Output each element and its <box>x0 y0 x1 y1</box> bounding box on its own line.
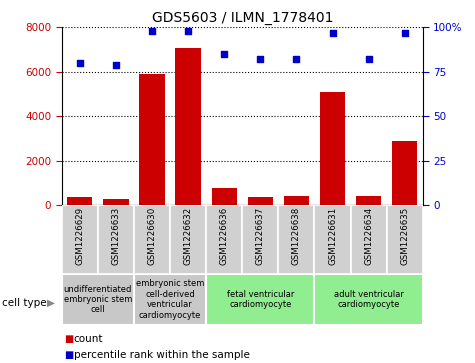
Bar <box>242 205 278 274</box>
Point <box>184 28 192 34</box>
Text: count: count <box>74 334 103 344</box>
Bar <box>98 205 134 274</box>
Point <box>148 28 156 34</box>
Text: GSM1226634: GSM1226634 <box>364 207 373 265</box>
Bar <box>314 205 351 274</box>
Text: GSM1226638: GSM1226638 <box>292 207 301 265</box>
Text: GSM1226629: GSM1226629 <box>76 207 84 265</box>
Text: GSM1226630: GSM1226630 <box>148 207 156 265</box>
Text: ■: ■ <box>64 350 73 360</box>
Bar <box>175 48 201 205</box>
Point <box>220 51 228 57</box>
Point <box>329 30 336 36</box>
Text: GSM1226632: GSM1226632 <box>184 207 192 265</box>
Bar <box>170 205 206 274</box>
Bar <box>103 199 129 205</box>
Text: ▶: ▶ <box>47 298 55 308</box>
Bar <box>206 205 242 274</box>
Bar <box>211 188 237 205</box>
Bar <box>320 92 345 205</box>
Text: GSM1226636: GSM1226636 <box>220 207 228 265</box>
Bar <box>356 196 381 205</box>
Text: GSM1226637: GSM1226637 <box>256 207 265 265</box>
Bar <box>67 197 93 205</box>
Point <box>401 30 408 36</box>
Text: GSM1226635: GSM1226635 <box>400 207 409 265</box>
Point <box>293 56 300 62</box>
Text: embryonic stem
cell-derived
ventricular
cardiomyocyte: embryonic stem cell-derived ventricular … <box>136 280 204 319</box>
Text: ■: ■ <box>64 334 73 344</box>
Bar <box>62 205 98 274</box>
Bar <box>351 205 387 274</box>
Bar <box>387 205 423 274</box>
Point <box>256 56 264 62</box>
Bar <box>134 205 170 274</box>
Bar <box>247 197 273 205</box>
Bar <box>206 274 314 325</box>
Text: undifferentiated
embryonic stem
cell: undifferentiated embryonic stem cell <box>64 285 132 314</box>
Bar <box>134 274 206 325</box>
Text: fetal ventricular
cardiomyocyte: fetal ventricular cardiomyocyte <box>227 290 294 309</box>
Text: GSM1226631: GSM1226631 <box>328 207 337 265</box>
Title: GDS5603 / ILMN_1778401: GDS5603 / ILMN_1778401 <box>152 11 333 25</box>
Bar <box>314 274 423 325</box>
Bar <box>62 274 134 325</box>
Bar <box>392 140 418 205</box>
Text: GSM1226633: GSM1226633 <box>112 207 120 265</box>
Bar <box>284 196 309 205</box>
Point <box>112 62 120 68</box>
Text: adult ventricular
cardiomyocyte: adult ventricular cardiomyocyte <box>333 290 404 309</box>
Point <box>365 56 372 62</box>
Bar <box>278 205 314 274</box>
Bar <box>139 74 165 205</box>
Text: percentile rank within the sample: percentile rank within the sample <box>74 350 249 360</box>
Point <box>76 60 84 66</box>
Text: cell type: cell type <box>2 298 47 308</box>
